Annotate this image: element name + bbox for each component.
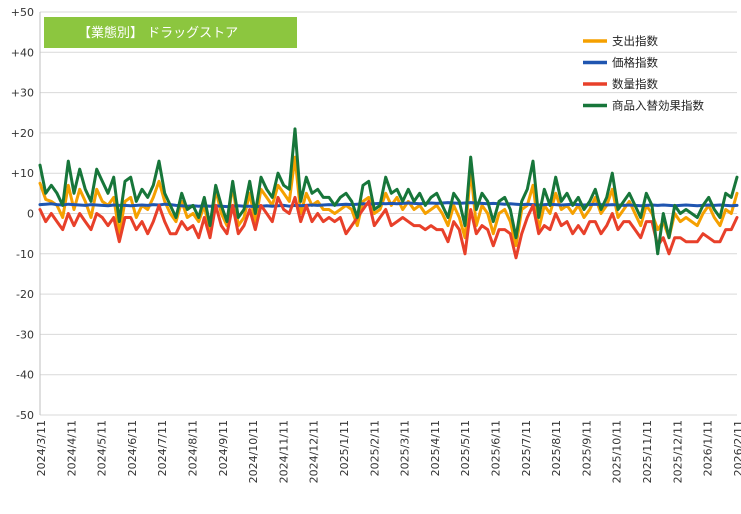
series-lines bbox=[38, 127, 739, 260]
x-tick-label: 2025/3/11 bbox=[399, 420, 412, 476]
x-tick-label: 2025/5/11 bbox=[459, 420, 472, 476]
x-tick-label: 2025/7/11 bbox=[520, 420, 533, 476]
y-tick-label: -20 bbox=[16, 288, 34, 301]
y-tick-label: +30 bbox=[11, 87, 34, 100]
legend-label: 数量指数 bbox=[612, 77, 658, 91]
x-tick-labels: 2024/3/11 2024/4/11 2024/5/11 2024/6/11 2024… bbox=[35, 420, 741, 483]
y-tick-labels: -50 -40 -30 -20 -10 0 +10 +20 +30 +40 +50 bbox=[11, 6, 34, 422]
x-tick-label: 2024/11/11 bbox=[277, 420, 290, 483]
legend-label: 支出指数 bbox=[612, 34, 658, 48]
legend-label: 商品入替効果指数 bbox=[612, 99, 704, 113]
x-tick-label: 2025/12/11 bbox=[671, 420, 684, 483]
series-line bbox=[38, 155, 739, 248]
x-tick-label: 2025/11/11 bbox=[641, 420, 654, 483]
legend-label: 価格指数 bbox=[612, 56, 658, 70]
x-tick-label: 2025/8/11 bbox=[550, 420, 563, 476]
x-tick-label: 2024/8/11 bbox=[187, 420, 200, 476]
x-tick-label: 2024/5/11 bbox=[96, 420, 109, 476]
y-tick-label: -50 bbox=[16, 409, 34, 422]
y-tick-label: 0 bbox=[27, 208, 34, 221]
x-tick-label: 2025/4/11 bbox=[429, 420, 442, 476]
x-tick-label: 2025/1/11 bbox=[338, 420, 351, 476]
x-tick-label: 2024/10/11 bbox=[247, 420, 260, 483]
x-tick-label: 2025/2/11 bbox=[368, 420, 381, 476]
series-line bbox=[38, 127, 739, 256]
y-tick-label: +10 bbox=[11, 167, 34, 180]
x-tick-label: 2024/3/11 bbox=[35, 420, 48, 476]
series-line bbox=[38, 195, 739, 260]
y-tick-label: +50 bbox=[11, 6, 34, 19]
x-tick-label: 2025/6/11 bbox=[490, 420, 503, 476]
x-tick-label: 2024/6/11 bbox=[126, 420, 139, 476]
x-tick-label: 2024/9/11 bbox=[217, 420, 230, 476]
y-tick-label: +40 bbox=[11, 46, 34, 59]
chart-title: 【業態別】 ドラッグストア bbox=[78, 25, 238, 41]
x-tick-label: 2025/10/11 bbox=[611, 420, 624, 483]
chart-title-background bbox=[44, 17, 297, 48]
chart-title-box: 【業態別】 ドラッグストア bbox=[44, 17, 297, 48]
y-tick-label: -10 bbox=[16, 248, 34, 261]
x-tick-label: 2026/2/11 bbox=[732, 420, 741, 476]
x-tick-label: 2024/7/11 bbox=[156, 420, 169, 476]
y-tick-label: +20 bbox=[11, 127, 34, 140]
y-tick-label: -30 bbox=[16, 328, 34, 341]
x-tick-label: 2024/4/11 bbox=[65, 420, 78, 476]
y-tick-label: -40 bbox=[16, 369, 34, 382]
x-tick-label: 2025/9/11 bbox=[580, 420, 593, 476]
x-tick-label: 2024/12/11 bbox=[308, 420, 321, 483]
x-tick-label: 2026/1/11 bbox=[702, 420, 715, 476]
